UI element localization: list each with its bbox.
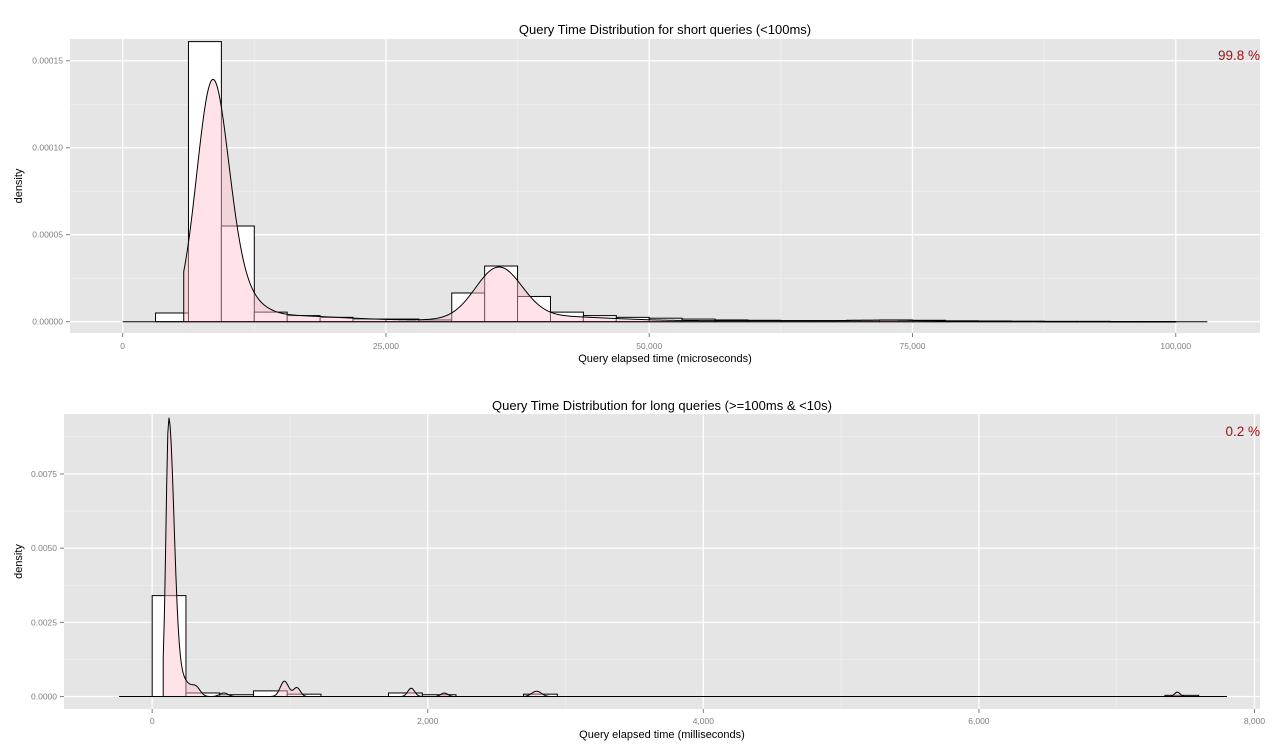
chart-title: Query Time Distribution for short querie… [519, 22, 811, 37]
x-tick-label: 100,000 [1160, 341, 1191, 351]
y-tick-label: 0.00005 [32, 230, 63, 240]
chart-panel-2: 0 2,000 4,000 6,000 8,000 0.0000 0.0025 0.0050 0… [13, 398, 1265, 741]
axis-ticks: 0 2,000 4,000 6,000 8,000 0.0000 0.0025 0.0050 0… [31, 469, 1265, 726]
y-tick-label: 0.0075 [31, 469, 57, 479]
x-tick-label: 0 [150, 716, 155, 726]
x-tick-label: 6,000 [968, 716, 990, 726]
x-axis-title: Query elapsed time (microseconds) [578, 353, 752, 365]
histogram-bar [187, 41, 222, 323]
x-tick-label: 2,000 [417, 716, 439, 726]
x-tick-label: 25,000 [373, 341, 399, 351]
y-tick-label: 0.00015 [32, 56, 63, 66]
plot-background [70, 39, 1260, 333]
x-tick-label: 4,000 [693, 716, 715, 726]
x-tick-label: 0 [120, 341, 125, 351]
x-tick-label: 8,000 [1244, 716, 1266, 726]
chart-title: Query Time Distribution for long queries… [492, 398, 832, 413]
y-tick-label: 0.0000 [31, 692, 57, 702]
histogram-bar [220, 225, 255, 323]
y-tick-label: 0.0050 [31, 543, 57, 553]
y-axis-title: density [13, 168, 25, 203]
y-tick-label: 0.00010 [32, 143, 63, 153]
histogram-bar [484, 265, 519, 323]
grid-lines [70, 39, 1260, 333]
x-tick-label: 50,000 [636, 341, 662, 351]
plot-background [64, 414, 1260, 709]
chart-panel-1: 0 25,000 50,000 75,000 100,000 0.00000 0.00005… [13, 22, 1260, 365]
x-tick-label: 75,000 [899, 341, 925, 351]
percentage-annotation: 99.8 % [1218, 48, 1260, 63]
x-axis-title: Query elapsed time (milliseconds) [579, 729, 745, 741]
axis-ticks: 0 25,000 50,000 75,000 100,000 0.00000 0.00005… [32, 56, 1191, 351]
percentage-annotation: 0.2 % [1225, 424, 1260, 439]
y-axis-title: density [13, 544, 25, 579]
y-tick-label: 0.00000 [32, 317, 63, 327]
y-tick-label: 0.0025 [31, 617, 57, 627]
